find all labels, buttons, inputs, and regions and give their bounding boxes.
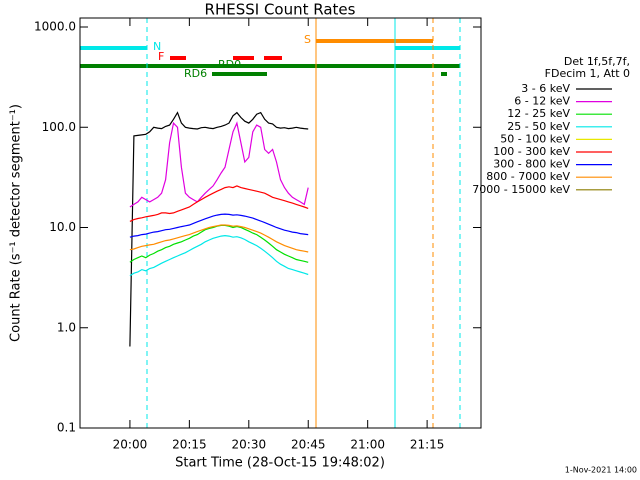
- chart-title: RHESSI Count Rates: [205, 1, 356, 19]
- y-tick-label: 1.0: [57, 320, 76, 334]
- legend-header: FDecim 1, Att 0: [545, 67, 630, 80]
- flag-bars: N F RD0 RD6 S: [79, 18, 461, 428]
- legend-label: 100 - 300 keV: [493, 145, 570, 158]
- legend-label: 6 - 12 keV: [514, 95, 570, 108]
- legend-header: Det 1f,5f,7f,: [564, 55, 630, 68]
- series-line: [129, 111, 309, 347]
- legend-label: 12 - 25 keV: [507, 107, 570, 120]
- flag-label: RD6: [184, 67, 207, 80]
- x-tick-label: 20:30: [232, 438, 267, 452]
- x-tick-label: 20:15: [172, 438, 207, 452]
- y-tick-label: 1000.0: [34, 20, 76, 34]
- flag-label: S: [304, 33, 311, 46]
- legend-label: 25 - 50 keV: [507, 120, 570, 133]
- x-axis-label: Start Time (28-Oct-15 19:48:02): [175, 456, 385, 471]
- y-axis-label: Count Rate (s⁻¹ detector segment⁻¹): [9, 104, 24, 342]
- series-line: [129, 234, 309, 277]
- plot-frame: [79, 17, 482, 429]
- legend-label: 7000 - 15000 keV: [472, 183, 570, 196]
- legend-label: 300 - 800 keV: [493, 158, 570, 171]
- series-line: [129, 185, 309, 222]
- x-tick-label: 21:15: [410, 438, 445, 452]
- legend-label: 50 - 100 keV: [500, 132, 570, 145]
- footer: 1-Nov-2021 14:00: [565, 466, 637, 475]
- legend-label: 800 - 7000 keV: [486, 170, 570, 183]
- legend-label: 3 - 6 keV: [521, 82, 570, 95]
- x-tick-label: 20:45: [291, 438, 326, 452]
- y-tick-label: 0.1: [57, 421, 76, 435]
- flag-label: F: [158, 50, 164, 63]
- flag-label: N: [153, 40, 161, 53]
- series-line: [129, 224, 309, 253]
- series-line: [129, 213, 309, 238]
- series-line: [129, 121, 309, 208]
- x-tick-label: 21:00: [350, 438, 385, 452]
- y-tick-label: 10.0: [49, 220, 76, 234]
- flag-label: RD0: [218, 58, 241, 71]
- x-tick-label: 20:00: [113, 438, 148, 452]
- y-tick-label: 100.0: [42, 120, 76, 134]
